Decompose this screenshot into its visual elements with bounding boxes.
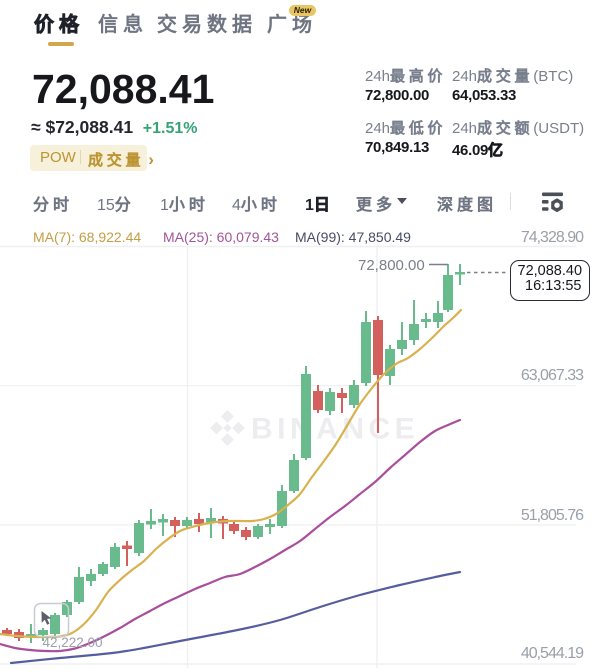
svg-text:BINANCE: BINANCE: [251, 413, 419, 446]
